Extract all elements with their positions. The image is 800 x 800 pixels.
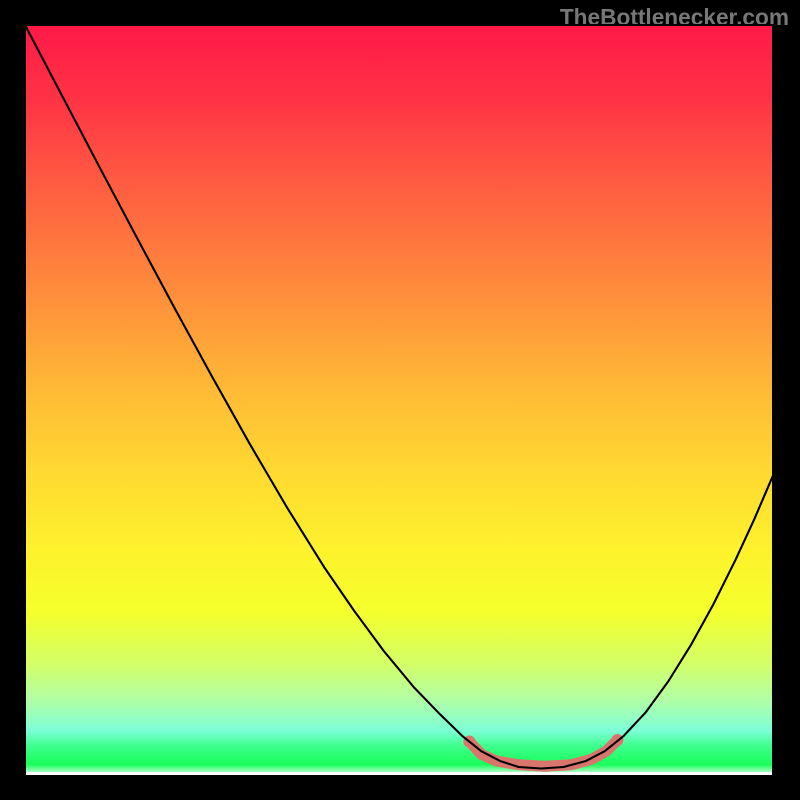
chart-container: TheBottlenecker.com bbox=[0, 0, 800, 800]
bottleneck-chart bbox=[0, 0, 800, 800]
plot-background bbox=[25, 25, 773, 776]
